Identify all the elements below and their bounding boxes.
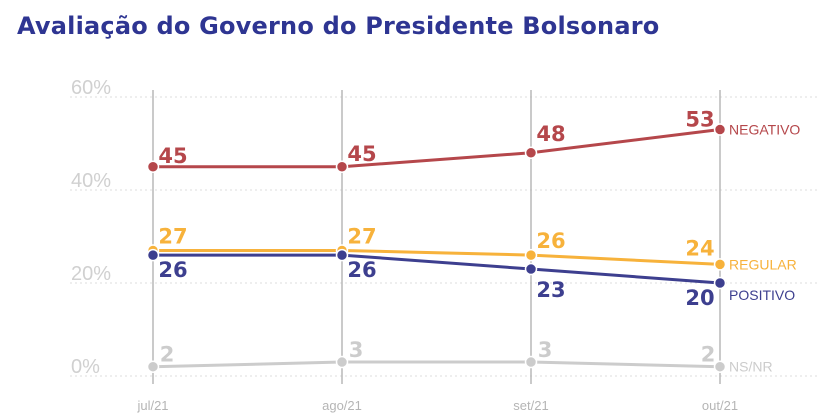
data-point-ns-nr <box>713 360 727 373</box>
series-line-ns-nr <box>152 360 721 369</box>
data-label-regular: 26 <box>536 229 565 253</box>
x-tick-label: jul/21 <box>136 398 168 413</box>
y-tick-label: 0% <box>71 356 100 378</box>
data-point-negativo <box>713 123 727 136</box>
chart-title: Avaliação do Governo do Presidente Bolso… <box>17 12 660 40</box>
series-line-positivo <box>153 253 721 285</box>
data-label-regular: 27 <box>347 224 376 248</box>
y-tick-label: 60% <box>71 77 111 99</box>
data-label-positivo: 26 <box>347 258 376 282</box>
series-layer <box>146 123 727 373</box>
data-label-ns-nr: 2 <box>160 343 175 367</box>
series-label-regular: REGULAR <box>729 256 797 272</box>
x-tick-label: set/21 <box>513 398 548 413</box>
data-label-negativo: 45 <box>158 144 187 168</box>
series-label-ns-nr: NS/NR <box>729 359 773 375</box>
x-tick-label: ago/21 <box>322 398 362 413</box>
series-line-regular <box>153 248 721 266</box>
data-point-positivo <box>335 248 349 262</box>
data-label-negativo: 45 <box>347 142 376 166</box>
data-point-positivo <box>524 262 538 276</box>
grid-layer: 60% 40% 20% 0% jul/21 ago/21 set/21 out/21 <box>70 77 820 413</box>
data-point-negativo <box>146 160 160 173</box>
data-label-negativo: 53 <box>685 108 714 132</box>
data-point-ns-nr <box>524 355 538 369</box>
data-label-regular: 27 <box>158 224 187 248</box>
series-line-negativo <box>153 128 721 169</box>
data-point-negativo <box>524 146 538 160</box>
data-label-negativo: 48 <box>536 122 565 146</box>
data-point-positivo <box>713 276 727 290</box>
data-label-ns-nr: 3 <box>349 338 364 362</box>
data-point-regular <box>713 258 727 271</box>
data-label-positivo: 20 <box>685 286 714 310</box>
data-point-ns-nr <box>335 355 349 369</box>
data-label-ns-nr: 3 <box>538 338 553 362</box>
y-tick-label: 40% <box>71 170 111 192</box>
data-point-regular <box>524 248 538 262</box>
data-point-ns-nr <box>146 360 160 373</box>
data-point-negativo <box>335 160 349 173</box>
y-tick-label: 20% <box>71 263 111 285</box>
series-label-positivo: POSITIVO <box>729 287 795 303</box>
data-label-positivo: 23 <box>536 278 565 302</box>
x-tick-label: out/21 <box>702 398 738 413</box>
data-label-regular: 24 <box>685 236 714 260</box>
data-label-ns-nr: 2 <box>701 343 716 367</box>
series-label-negativo: NEGATIVO <box>729 122 800 138</box>
data-label-positivo: 26 <box>158 258 187 282</box>
data-point-positivo <box>146 248 160 262</box>
